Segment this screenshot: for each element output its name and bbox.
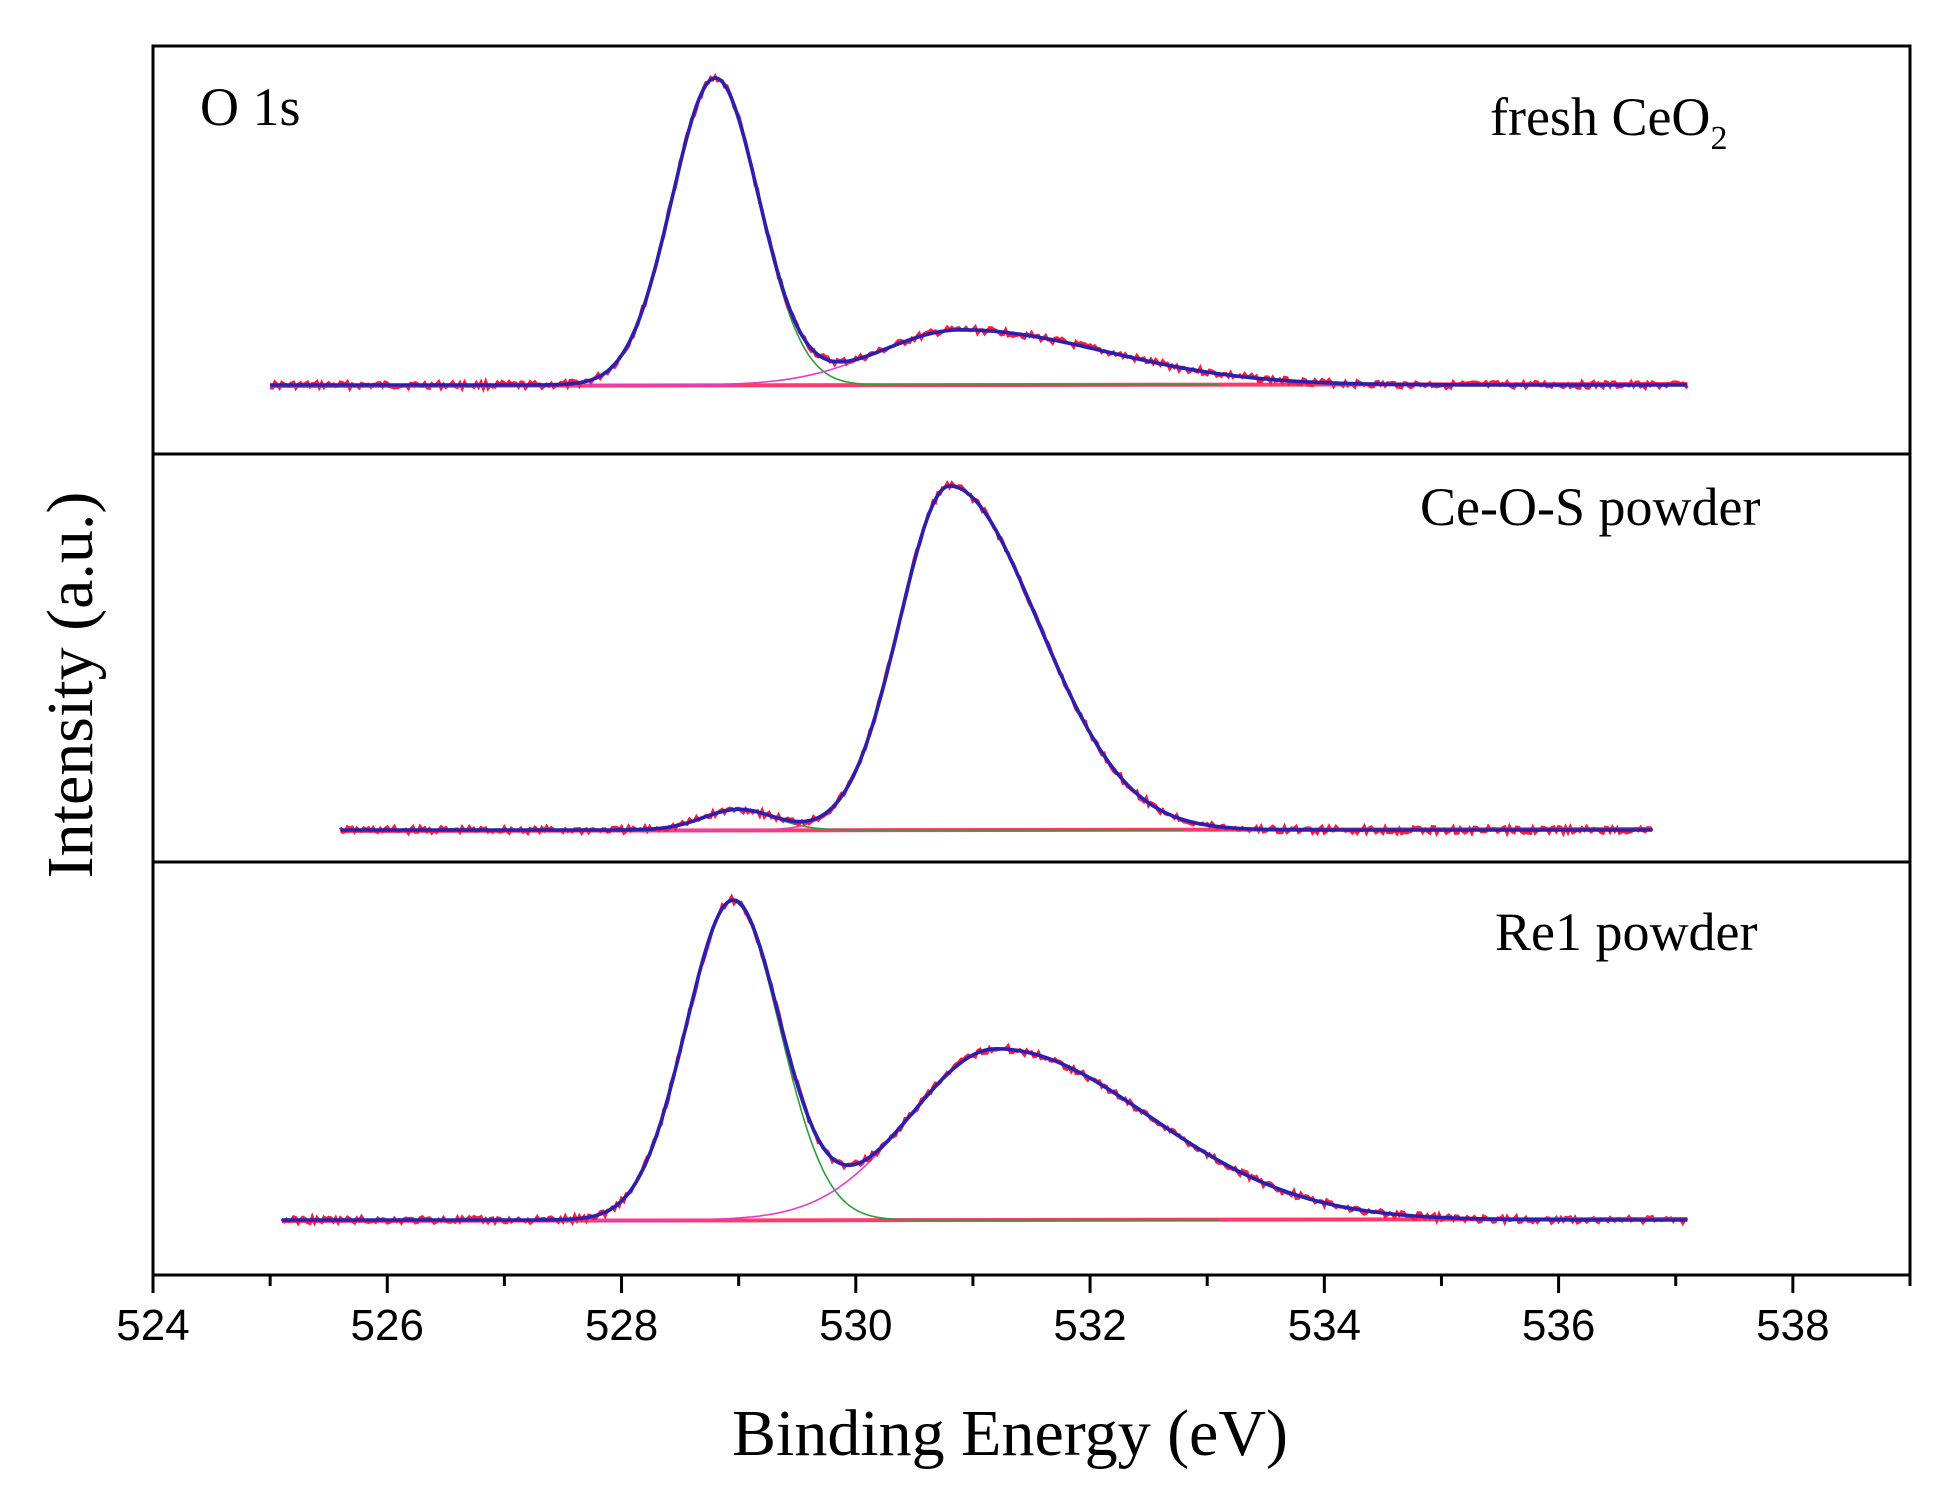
x-tick-label: 526: [351, 1301, 424, 1350]
panel-label-text: fresh CeO: [1490, 87, 1710, 147]
panel-label-text: Ce-O-S powder: [1420, 477, 1760, 537]
x-tick-label: 536: [1522, 1301, 1595, 1350]
panel-label-text: Re1 powder: [1495, 902, 1757, 962]
fit-envelope-line: [281, 898, 1688, 1222]
x-tick-label: 534: [1288, 1301, 1361, 1350]
panel-label-subscript: 2: [1710, 120, 1727, 157]
fit-envelope-line: [270, 76, 1688, 387]
raw-data-line: [269, 73, 1689, 394]
x-axis-title: Binding Energy (eV): [732, 1397, 1288, 1470]
fit-envelope-line: [340, 484, 1653, 832]
panel-label: fresh CeO2: [1490, 87, 1727, 157]
x-tick-label: 524: [116, 1301, 189, 1350]
panel-label: Re1 powder: [1495, 902, 1757, 962]
y-axis-title: Intensity (a.u.): [34, 492, 107, 879]
lattice-oxygen-component: [504, 77, 1219, 386]
raw-data-line: [280, 893, 1689, 1227]
x-tick-label: 532: [1053, 1301, 1126, 1350]
lattice-oxygen-component: [516, 900, 1219, 1221]
surface-oxygen-component: [399, 1048, 1688, 1221]
plot-frame: [151, 44, 1912, 1277]
x-tick-label: 538: [1756, 1301, 1829, 1350]
x-tick-label: 528: [585, 1301, 658, 1350]
region-label: O 1s: [200, 77, 301, 137]
panel-label: Ce-O-S powder: [1420, 477, 1760, 537]
x-tick-label: 530: [819, 1301, 892, 1350]
